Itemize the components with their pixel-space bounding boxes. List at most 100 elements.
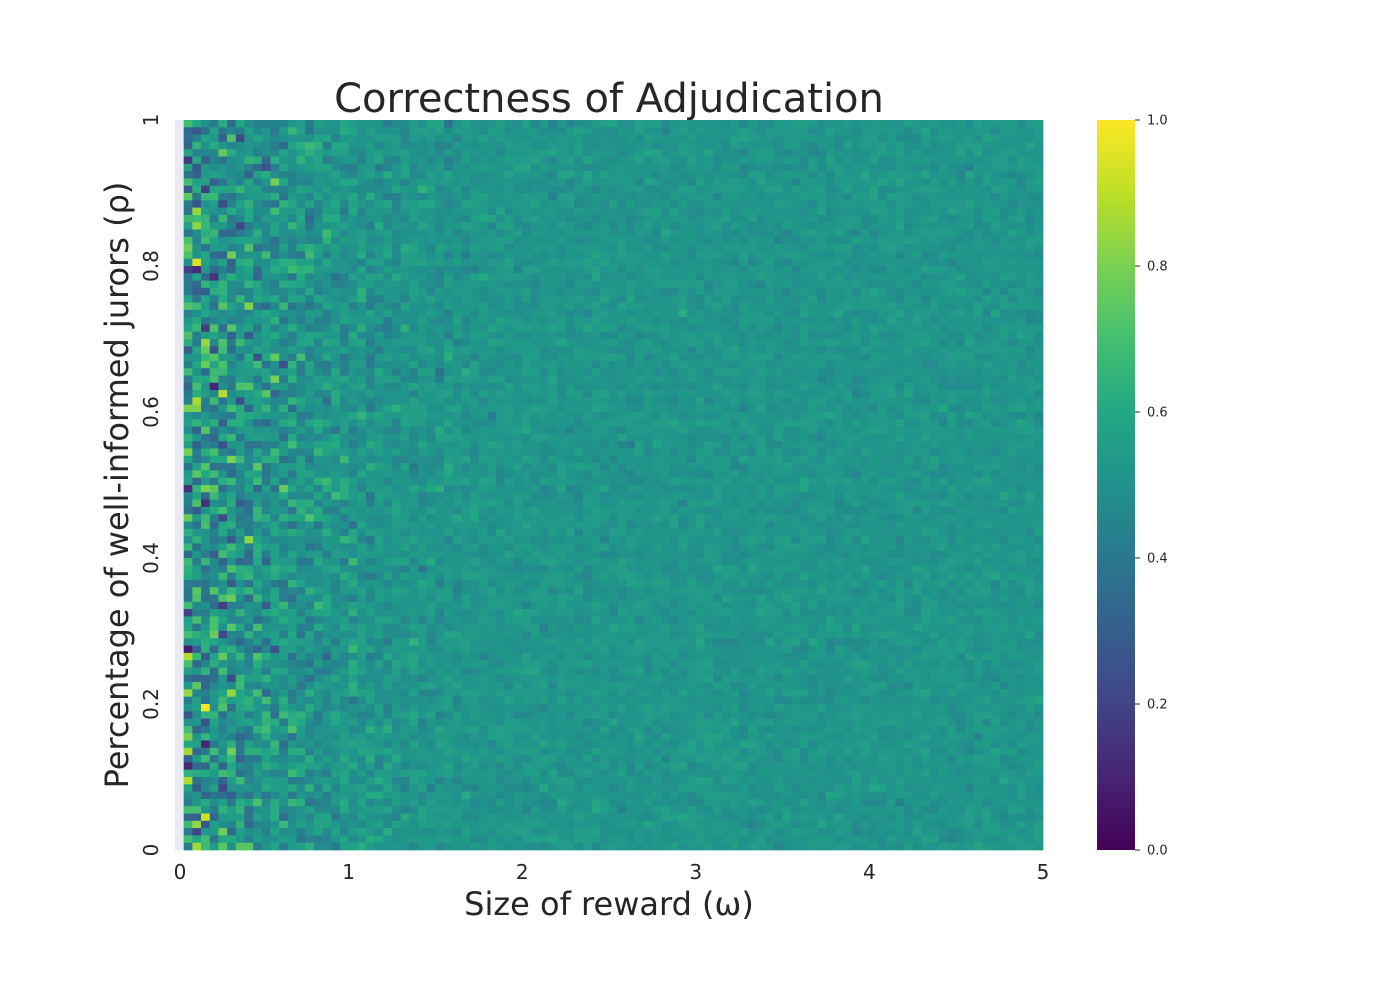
- heatmap-cell: [470, 660, 480, 668]
- heatmap-cell: [322, 689, 332, 698]
- heatmap-cell: [487, 477, 497, 486]
- heatmap-cell: [348, 287, 358, 296]
- heatmap-cell: [478, 258, 488, 267]
- heatmap-cell: [270, 740, 280, 749]
- heatmap-cell: [183, 711, 193, 719]
- heatmap-cell: [235, 820, 245, 829]
- heatmap-cell: [444, 499, 454, 508]
- heatmap-cell: [365, 506, 375, 515]
- heatmap-cell: [591, 631, 601, 639]
- heatmap-cell: [305, 141, 315, 150]
- heatmap-cell: [435, 382, 445, 391]
- heatmap-cell: [313, 156, 323, 165]
- heatmap-cell: [591, 382, 601, 391]
- heatmap-cell: [444, 579, 454, 588]
- heatmap-cell: [244, 390, 254, 398]
- heatmap-cell: [530, 769, 540, 778]
- heatmap-cell: [582, 492, 592, 500]
- heatmap-cell: [496, 601, 506, 610]
- heatmap-cell: [400, 828, 410, 836]
- heatmap-cell: [418, 149, 428, 157]
- heatmap-cell: [565, 287, 575, 296]
- heatmap-cell: [582, 185, 592, 194]
- heatmap-cell: [227, 156, 237, 165]
- heatmap-cell: [600, 309, 610, 318]
- heatmap-cell: [339, 426, 349, 435]
- heatmap-cell: [565, 616, 575, 625]
- heatmap-cell: [270, 660, 280, 668]
- heatmap-cell: [609, 419, 619, 427]
- heatmap-cell: [435, 302, 445, 311]
- heatmap-cell: [548, 244, 558, 252]
- heatmap-cell: [244, 711, 254, 719]
- heatmap-cell: [461, 813, 471, 822]
- heatmap-cell: [261, 346, 271, 354]
- heatmap-cell: [496, 521, 506, 530]
- heatmap-cell: [235, 455, 245, 464]
- heatmap-cell: [591, 616, 601, 625]
- heatmap-cell: [287, 273, 297, 281]
- heatmap-cell: [201, 506, 211, 515]
- heatmap-cell: [591, 660, 601, 668]
- heatmap-cell: [287, 616, 297, 625]
- heatmap-cell: [400, 572, 410, 581]
- heatmap-cell: [365, 499, 375, 508]
- heatmap-cell: [452, 536, 462, 544]
- heatmap-cell: [548, 412, 558, 420]
- heatmap-cell: [227, 273, 237, 281]
- heatmap-cell: [313, 178, 323, 187]
- heatmap-cell: [365, 784, 375, 792]
- heatmap-cell: [426, 346, 436, 354]
- heatmap-cell: [244, 178, 254, 187]
- heatmap-cell: [201, 828, 211, 836]
- heatmap-cell: [183, 149, 193, 157]
- heatmap-cell: [418, 375, 428, 384]
- heatmap-cell: [461, 565, 471, 573]
- heatmap-cell: [574, 689, 584, 698]
- heatmap-cell: [383, 214, 393, 223]
- heatmap-cell: [227, 638, 237, 646]
- heatmap-cell: [435, 287, 445, 296]
- heatmap-cell: [470, 601, 480, 610]
- heatmap-cell: [609, 368, 619, 376]
- heatmap-cell: [339, 631, 349, 639]
- heatmap-cell: [504, 842, 514, 851]
- heatmap-cell: [452, 134, 462, 143]
- heatmap-cell: [201, 798, 211, 807]
- heatmap-cell: [574, 404, 584, 413]
- heatmap-cell: [244, 492, 254, 500]
- heatmap-cell: [539, 163, 549, 172]
- heatmap-cell: [609, 616, 619, 625]
- heatmap-cell: [235, 353, 245, 362]
- heatmap-cell: [582, 828, 592, 836]
- heatmap-cell: [435, 368, 445, 376]
- heatmap-cell: [322, 806, 332, 814]
- heatmap-cell: [348, 543, 358, 552]
- heatmap-cell: [591, 222, 601, 230]
- heatmap-cell: [279, 485, 289, 493]
- heatmap-cell: [609, 696, 619, 705]
- heatmap-cell: [183, 207, 193, 216]
- heatmap-cell: [209, 295, 219, 303]
- heatmap-cell: [487, 266, 497, 274]
- heatmap-cell: [487, 368, 497, 376]
- heatmap-cell: [470, 346, 480, 354]
- heatmap-cell: [444, 791, 454, 800]
- heatmap-cell: [582, 331, 592, 340]
- heatmap-cell: [339, 463, 349, 471]
- heatmap-cell: [435, 360, 445, 369]
- heatmap-cell: [383, 229, 393, 238]
- heatmap-cell: [365, 214, 375, 223]
- heatmap-cell: [418, 536, 428, 544]
- heatmap-cell: [513, 536, 523, 544]
- heatmap-cell: [348, 360, 358, 369]
- heatmap-cell: [582, 842, 592, 851]
- heatmap-cell: [444, 747, 454, 756]
- heatmap-cell: [270, 696, 280, 705]
- heatmap-cell: [365, 178, 375, 187]
- heatmap-cell: [279, 346, 289, 354]
- heatmap-cell: [244, 543, 254, 552]
- heatmap-cell: [591, 762, 601, 771]
- heatmap-cell: [253, 660, 263, 668]
- heatmap-cell: [227, 236, 237, 245]
